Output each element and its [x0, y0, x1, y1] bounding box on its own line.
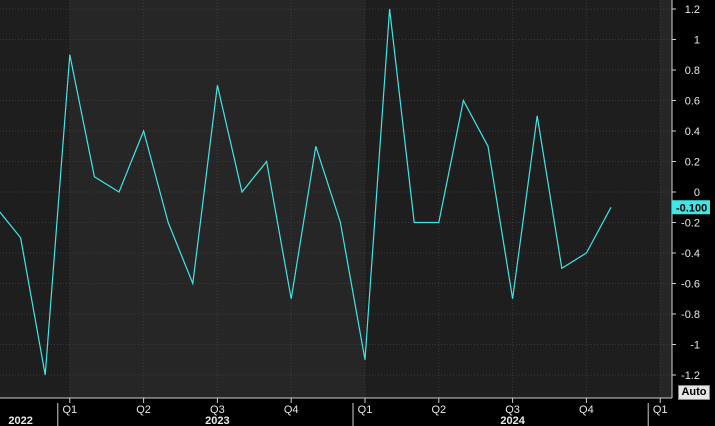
- x-tick-label: Q3: [505, 404, 520, 416]
- last-value-label: -0.100: [676, 202, 707, 214]
- x-tick-label: Q1: [62, 404, 77, 416]
- y-tick-label: 0.2: [685, 157, 700, 169]
- y-tick-label: 0.8: [685, 65, 700, 77]
- y-tick-label: 0: [694, 187, 700, 199]
- x-axis-tick-labels: 4Q1Q2Q3Q4Q1Q2Q3Q4Q1202220232024: [8, 398, 668, 426]
- x-tick-label: Q4: [284, 404, 299, 416]
- x-year-label: 2022: [8, 415, 32, 426]
- y-axis-tick-labels: 1.2 1 0.8 0.6 0.4 0.2 0 -0.2 -0.4 -0.6 -0.8 -1 -1.2: [672, 4, 700, 382]
- y-tick-label: -1.2: [681, 370, 700, 382]
- y-tick-label: -0.6: [681, 279, 700, 291]
- y-tick-label: -0.4: [681, 248, 700, 260]
- y-tick-label: -1: [690, 340, 700, 352]
- axes: [0, 0, 673, 399]
- x-year-label: 2024: [500, 415, 525, 426]
- series-line: [0, 8, 612, 376]
- y-tick-label: -0.2: [681, 218, 700, 230]
- x-tick-label: Q3: [210, 404, 225, 416]
- x-tick-label: Q4: [579, 404, 594, 416]
- grid-lines: [0, 0, 672, 398]
- y-tick-label: 0.6: [685, 96, 700, 108]
- x-tick-label: Q1: [358, 404, 373, 416]
- y-tick-label: 0.4: [685, 126, 700, 138]
- data-series: [0, 8, 612, 376]
- auto-scale-button[interactable]: Auto: [678, 385, 710, 400]
- x-tick-label: Q2: [136, 404, 151, 416]
- last-value-box: [672, 200, 710, 215]
- y-tick-label: 1: [694, 35, 700, 47]
- x-year-label: 2023: [205, 415, 229, 426]
- plot-band-2025: [660, 0, 672, 398]
- y-tick-label: 1.2: [685, 4, 700, 16]
- plot-bands: [0, 0, 672, 398]
- y-tick-label: -0.8: [681, 309, 700, 321]
- last-value-marker: -0.100: [672, 200, 710, 215]
- x-tick-label: Q2: [431, 404, 446, 416]
- x-tick-label: Q1: [653, 404, 668, 416]
